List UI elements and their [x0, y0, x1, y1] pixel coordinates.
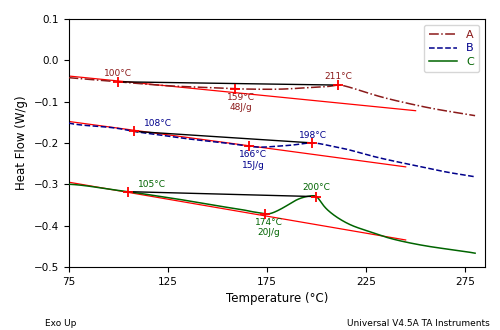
Text: Exo Up: Exo Up — [45, 319, 76, 328]
Text: 159°C
48J/g: 159°C 48J/g — [227, 93, 255, 112]
Text: 108°C: 108°C — [144, 119, 172, 128]
Text: Universal V4.5A TA Instruments: Universal V4.5A TA Instruments — [347, 319, 490, 328]
Legend: A, B, C: A, B, C — [424, 24, 480, 72]
Text: 174°C
20J/g: 174°C 20J/g — [255, 218, 283, 237]
Text: 100°C: 100°C — [104, 69, 132, 78]
Text: 200°C: 200°C — [302, 183, 330, 192]
Y-axis label: Heat Flow (W/g): Heat Flow (W/g) — [15, 96, 28, 190]
Text: 166°C
15J/g: 166°C 15J/g — [239, 150, 267, 170]
Text: 105°C: 105°C — [138, 180, 166, 189]
Text: 198°C: 198°C — [298, 131, 326, 140]
Text: 211°C: 211°C — [324, 72, 352, 81]
X-axis label: Temperature (°C): Temperature (°C) — [226, 292, 328, 305]
